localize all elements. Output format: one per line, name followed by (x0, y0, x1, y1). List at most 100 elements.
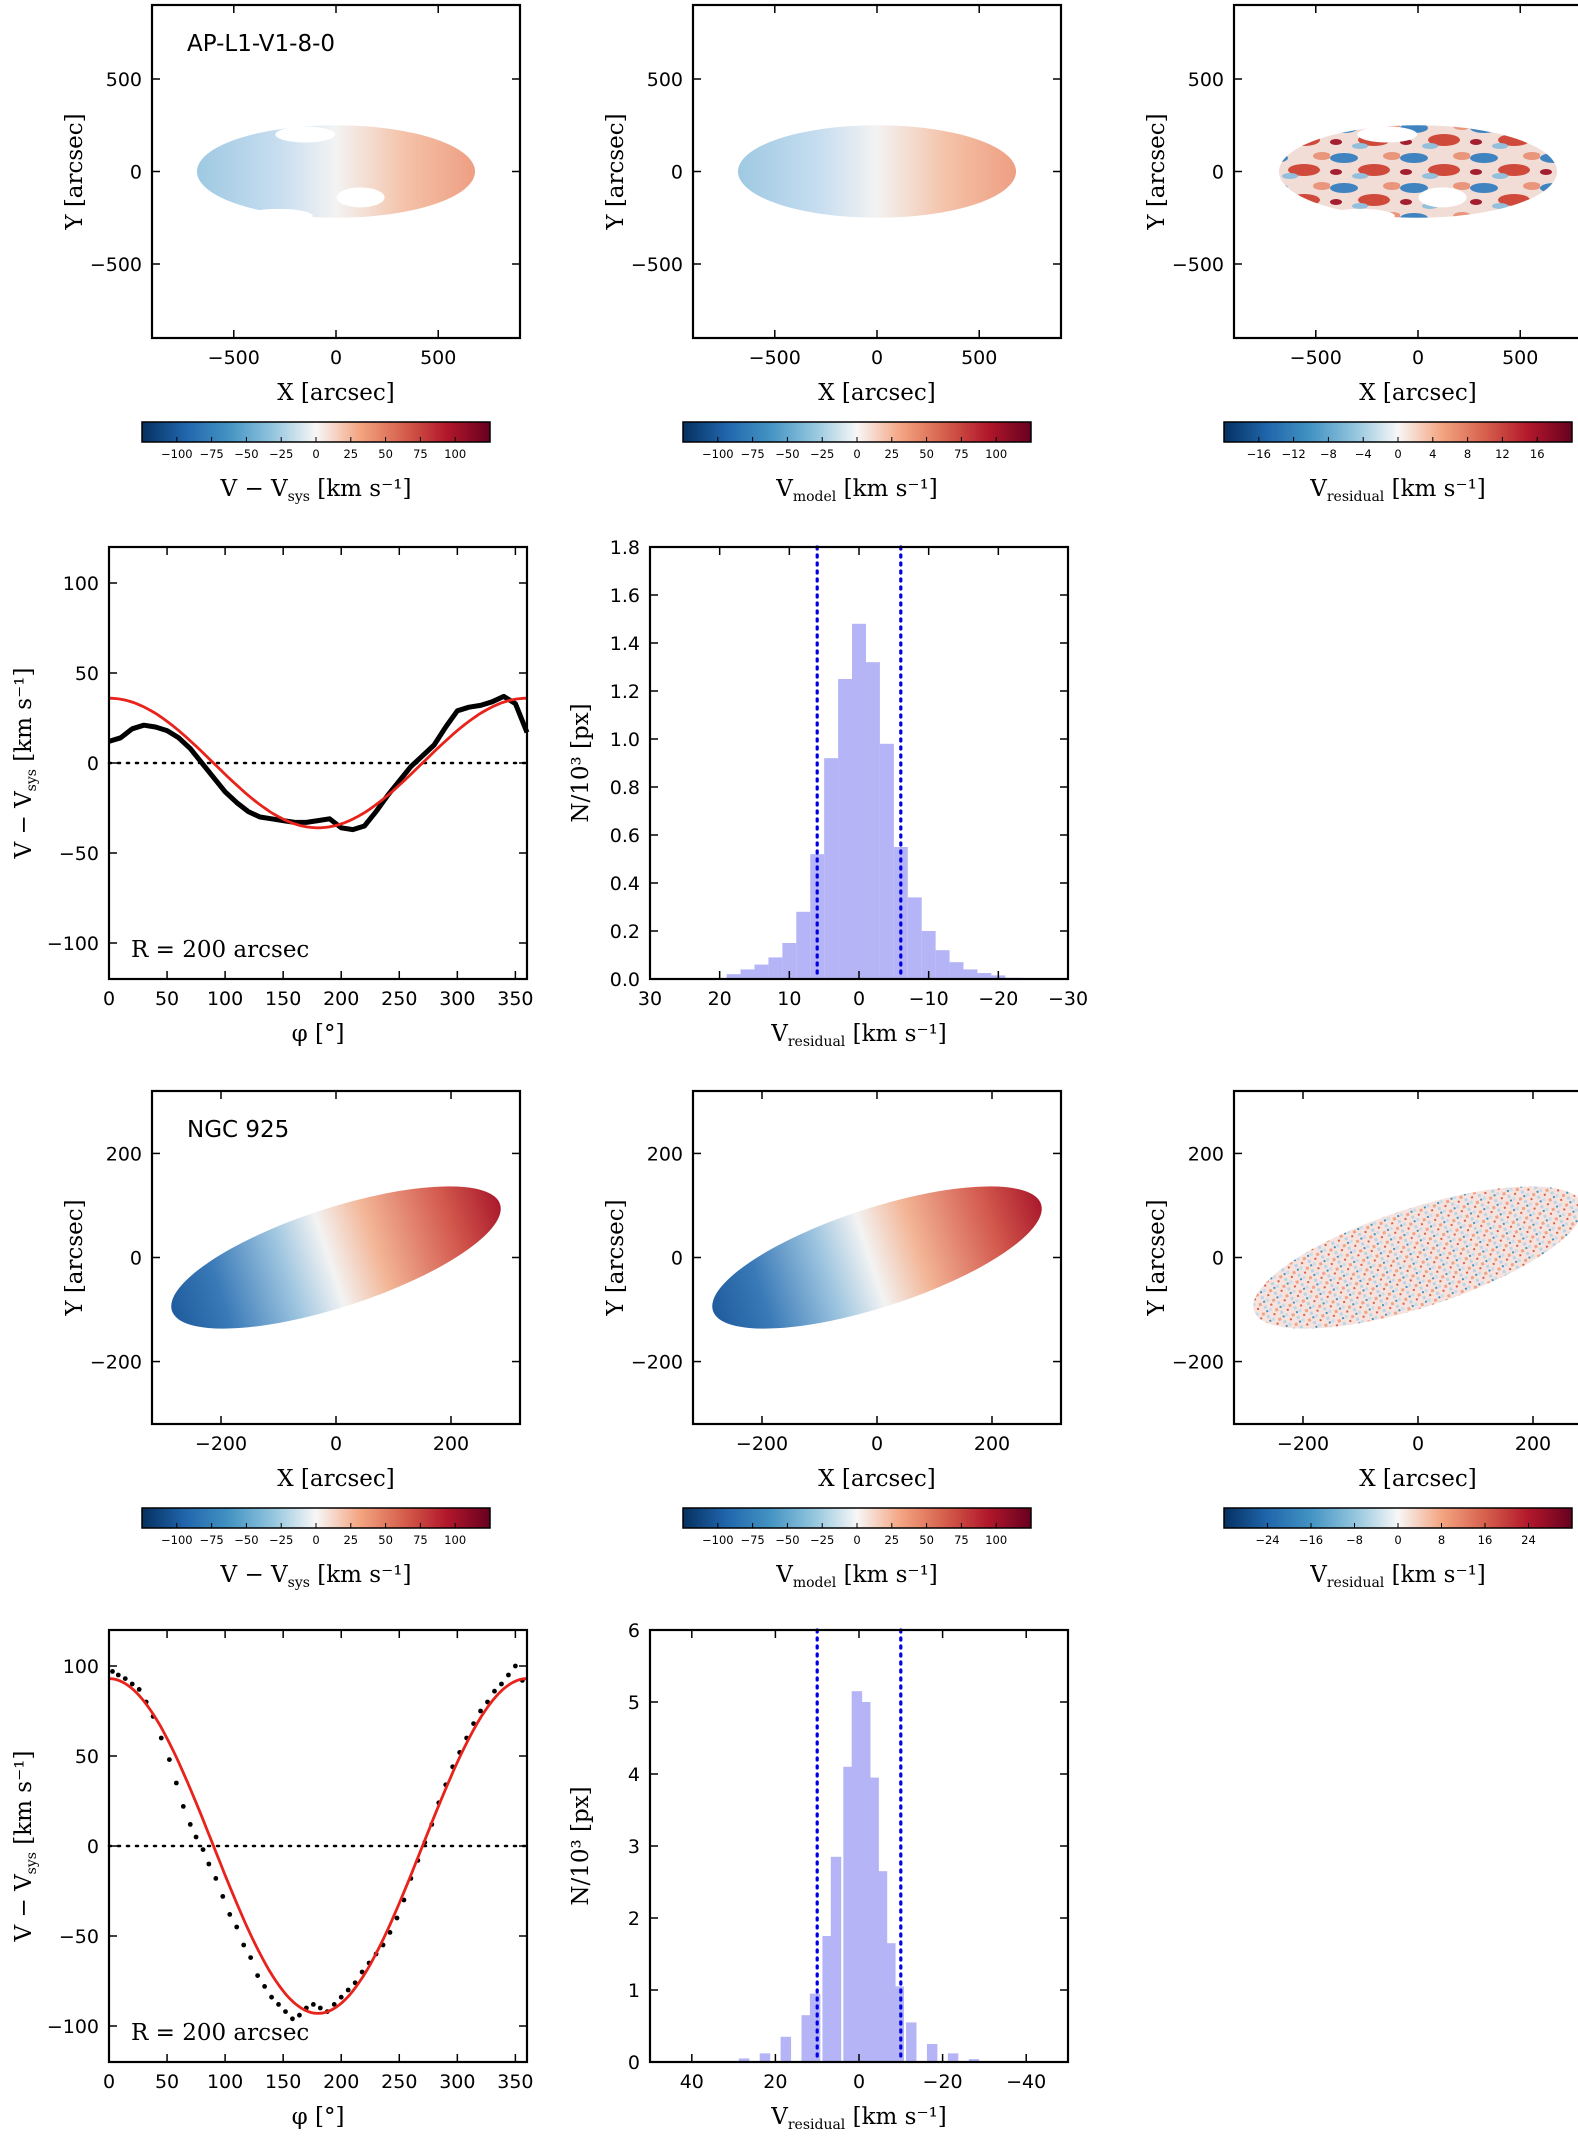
colorbar-tick-label: 25 (343, 1533, 358, 1547)
residual-colorbar: −16 −12 −8 −4 0 4 8 12 16 Vresidual [km s⁻¹] (1223, 421, 1573, 505)
colorbar-tick-label: 0 (853, 1533, 860, 1547)
x-tick-label: 350 (497, 2071, 533, 2093)
y-tick-label: 1.2 (610, 681, 640, 703)
map-panel-3: −500 −500 0 0 500 500 X [arcsec] Y [arcsec] (1144, 3, 1578, 406)
phi-x-label: φ [°] (292, 1021, 345, 1047)
data-point (401, 1897, 407, 1903)
data-point (206, 1861, 212, 1867)
y-tick-label: −200 (1172, 1352, 1224, 1374)
colorbar-tick-label: −8 (1320, 447, 1337, 461)
y-tick-label: 0 (1212, 1248, 1224, 1270)
histogram-bar (893, 1986, 904, 2062)
colorbar-tick-label: −100 (161, 1533, 193, 1547)
y-tick-label: 6 (628, 1620, 640, 1642)
x-tick-label: 200 (323, 2071, 359, 2093)
y-tick-label: 50 (75, 1746, 99, 1768)
x-tick-label: −500 (1290, 347, 1342, 369)
masked-region (244, 208, 313, 223)
data-point (283, 2009, 288, 2014)
map-y-label: Y [arcsec] (1144, 113, 1170, 230)
colorbar-tick-label: 75 (413, 447, 428, 461)
x-tick-label: 0 (871, 1433, 883, 1455)
colorbar-tick-label: 25 (884, 1533, 899, 1547)
histogram-bar (885, 1943, 896, 2062)
histogram-bar (968, 2059, 980, 2062)
fit-curve (108, 696, 528, 830)
x-tick-label: −200 (195, 1433, 247, 1455)
hist-y-label: N/10³ [px] (568, 703, 594, 822)
y-tick-label: −100 (47, 933, 99, 955)
map-x-label: X [arcsec] (277, 1466, 395, 1492)
map-panel-3: −200 −200 0 0 200 200 X [arcsec] Y [arcsec] (1144, 1089, 1578, 1492)
y-tick-label: 500 (1188, 69, 1224, 91)
colorbar-label: Vresidual [km s⁻¹] (1309, 1562, 1486, 1591)
radius-annotation: R = 200 arcsec (131, 937, 309, 963)
radius-annotation: R = 200 arcsec (131, 2020, 309, 2046)
x-tick-label: 0 (330, 1433, 342, 1455)
x-tick-label: 200 (323, 988, 359, 1010)
colorbar-tick-label: 50 (919, 447, 934, 461)
data-point (122, 1676, 128, 1681)
hist-y-label: N/10³ [px] (568, 1786, 594, 1905)
x-tick-label: −40 (1006, 2071, 1046, 2093)
data-point (331, 2002, 337, 2007)
histogram-bar (768, 957, 783, 979)
masked-region (1418, 187, 1467, 208)
colorbar-tick-label: 4 (1429, 447, 1436, 461)
y-tick-label: −50 (59, 1926, 99, 1948)
ngc-profile-panel: 0 50 100 150 200 250 300 350 −100 −50 0 50 100 R = 20… (11, 1628, 534, 2130)
map-x-label: X [arcsec] (818, 380, 936, 406)
x-tick-label: 20 (763, 2071, 787, 2093)
x-tick-label: 500 (961, 347, 997, 369)
colorbar-tick-label: −100 (702, 447, 734, 461)
model-colorbar: −100 −75 −50 −25 0 25 50 75 100 Vmodel [km s⁻¹] (682, 1507, 1032, 1591)
colorbar-tick-label: 8 (1438, 1533, 1445, 1547)
x-tick-label: −10 (909, 988, 949, 1010)
histogram-bar (926, 2044, 938, 2062)
colorbar-tick-label: 100 (985, 447, 1007, 461)
y-tick-label: 4 (628, 1764, 640, 1786)
colorbar-tick-label: −75 (740, 447, 764, 461)
data-point (290, 2016, 295, 2022)
x-tick-label: 350 (497, 988, 533, 1010)
colorbar-label: Vresidual [km s⁻¹] (1309, 476, 1486, 505)
data-point (227, 1912, 233, 1917)
x-tick-label: 0 (871, 347, 883, 369)
map-y-label: Y [arcsec] (1144, 1199, 1170, 1316)
data-point (359, 1969, 365, 1975)
colorbar-tick-label: 24 (1521, 1533, 1536, 1547)
y-tick-label: −200 (90, 1352, 142, 1374)
galaxy-name: AP-L1-V1-8-0 (187, 31, 335, 57)
histogram-bar (796, 911, 811, 979)
colorbar-tick-label: −50 (775, 447, 799, 461)
x-tick-label: 100 (207, 2071, 243, 2093)
histogram-bar (865, 662, 880, 979)
data-point (248, 1955, 254, 1960)
histogram-bar (868, 1777, 879, 2062)
colorbar-tick-label: −25 (810, 1533, 834, 1547)
colorbar-tick-label: −25 (810, 447, 834, 461)
colorbar-tick-label: 8 (1464, 447, 1471, 461)
data-point (234, 1924, 240, 1930)
y-tick-label: −100 (47, 2016, 99, 2038)
data-point (166, 1757, 172, 1762)
y-tick-label: 0.6 (610, 825, 640, 847)
histogram-bar (782, 943, 797, 979)
y-tick-label: 200 (106, 1143, 142, 1165)
histogram-bar (780, 2036, 792, 2062)
histogram-bar (754, 964, 769, 979)
data-point (129, 1681, 135, 1687)
histogram-bar (726, 974, 741, 979)
residual-velocity-field (1253, 1186, 1578, 1329)
y-tick-label: 0 (628, 2052, 640, 2074)
data-point (276, 2002, 281, 2007)
colorbar-tick-label: 25 (884, 447, 899, 461)
colorbar-tick-label: −50 (234, 447, 258, 461)
y-tick-label: 0 (671, 1248, 683, 1270)
histogram-bar (906, 2022, 917, 2062)
galaxy-name: NGC 925 (187, 1117, 289, 1143)
histogram-bar (921, 931, 936, 979)
colorbar-tick-label: 0 (853, 447, 860, 461)
map-panel-2: −500 −500 0 0 500 500 X [arcsec] Y [arcsec] (603, 3, 1063, 406)
histogram-bar (759, 2053, 771, 2062)
